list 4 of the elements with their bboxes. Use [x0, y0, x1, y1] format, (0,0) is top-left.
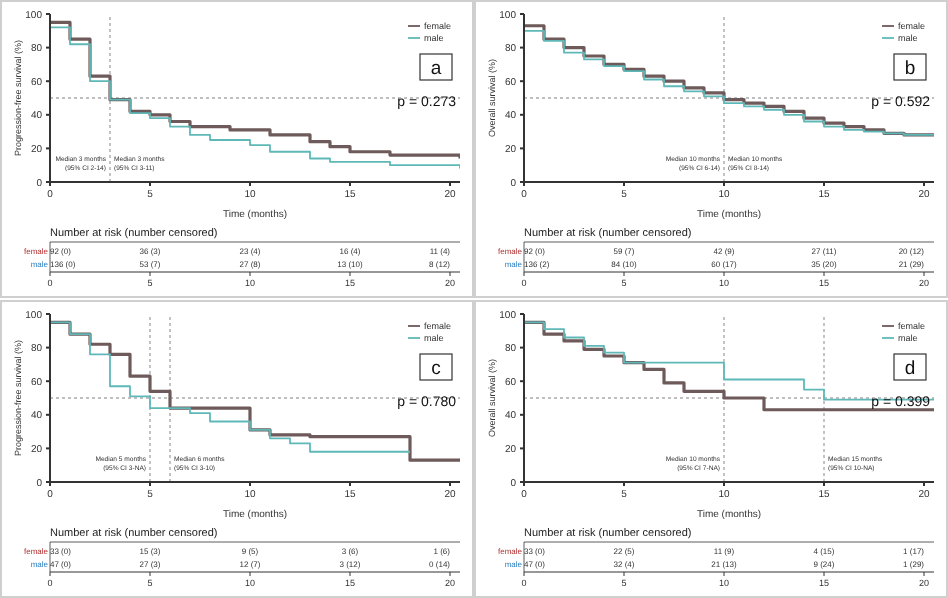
annotation: a [430, 58, 443, 80]
annotation: d [904, 358, 916, 380]
annotation: c [431, 358, 442, 380]
annotation: b [904, 58, 916, 80]
